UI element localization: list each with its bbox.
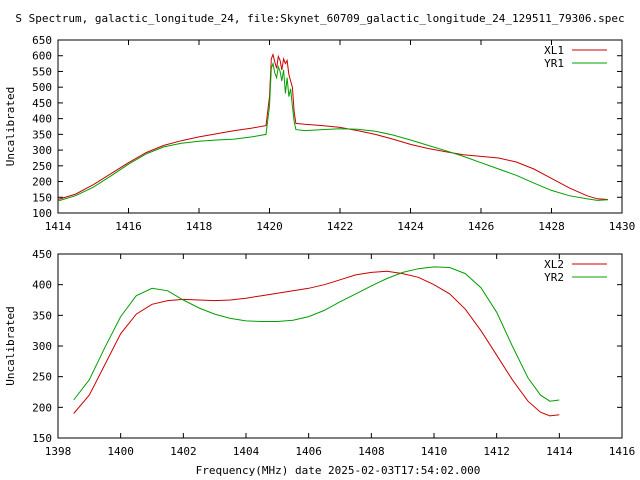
figure-title: S Spectrum, galactic_longitude_24, file:… (15, 12, 624, 25)
x-tick-label: 1404 (233, 445, 260, 458)
series-line-xl2 (73, 270, 560, 417)
series-line-yr2 (73, 266, 560, 402)
y-tick-label: 450 (32, 248, 52, 261)
x-tick-label: 1410 (421, 445, 448, 458)
legend-label-yr1: YR1 (544, 57, 564, 70)
bottom-y-axis-label: Uncalibrated (4, 306, 17, 385)
y-tick-label: 400 (32, 279, 52, 292)
bottom-plot-frame (57, 253, 623, 439)
y-tick-label: 250 (32, 371, 52, 384)
x-tick-label: 1424 (397, 220, 424, 233)
x-tick-label: 1430 (609, 220, 636, 233)
x-tick-label: 1402 (170, 445, 197, 458)
legend-label-xl1: XL1 (544, 44, 564, 57)
x-tick-label: 1414 (45, 220, 72, 233)
x-axis-label: Frequency(MHz) date 2025-02-03T17:54:02.… (196, 464, 481, 477)
x-tick-label: 1408 (358, 445, 385, 458)
y-tick-label: 450 (32, 97, 52, 110)
x-tick-label: 1416 (115, 220, 142, 233)
y-tick-label: 250 (32, 160, 52, 173)
y-tick-label: 650 (32, 34, 52, 47)
legend-label-yr2: YR2 (544, 271, 564, 284)
y-tick-label: 300 (32, 144, 52, 157)
x-tick-label: 1406 (295, 445, 322, 458)
y-tick-label: 550 (32, 65, 52, 78)
x-tick-label: 1426 (468, 220, 495, 233)
y-tick-label: 200 (32, 401, 52, 414)
top-y-axis-label: Uncalibrated (4, 87, 17, 166)
x-tick-label: 1422 (327, 220, 354, 233)
series-line-yr1 (57, 61, 608, 202)
y-tick-label: 350 (32, 128, 52, 141)
y-tick-label: 100 (32, 207, 52, 220)
x-tick-label: 1412 (483, 445, 510, 458)
series-line-xl1 (57, 52, 608, 200)
y-tick-label: 500 (32, 81, 52, 94)
y-tick-label: 300 (32, 340, 52, 353)
x-tick-label: 1420 (256, 220, 283, 233)
y-tick-label: 350 (32, 309, 52, 322)
x-tick-label: 1428 (538, 220, 565, 233)
x-tick-label: 1414 (546, 445, 573, 458)
y-tick-label: 600 (32, 50, 52, 63)
x-tick-label: 1398 (45, 445, 72, 458)
y-tick-label: 400 (32, 113, 52, 126)
x-tick-label: 1416 (609, 445, 636, 458)
y-tick-label: 200 (32, 176, 52, 189)
legend-label-xl2: XL2 (544, 258, 564, 271)
y-tick-label: 150 (32, 191, 52, 204)
bottom-spectrum-panel: 1398 1400 1402 1404 1406 1408 1410 1412 1414 1416… (4, 248, 635, 458)
x-tick-label: 1400 (107, 445, 134, 458)
y-tick-label: 150 (32, 432, 52, 445)
x-tick-label: 1418 (186, 220, 213, 233)
top-plot-frame (57, 39, 623, 214)
top-spectrum-panel: 1414 1416 1418 1420 1422 1424 1426 1428 1430 100 1… (4, 34, 635, 233)
